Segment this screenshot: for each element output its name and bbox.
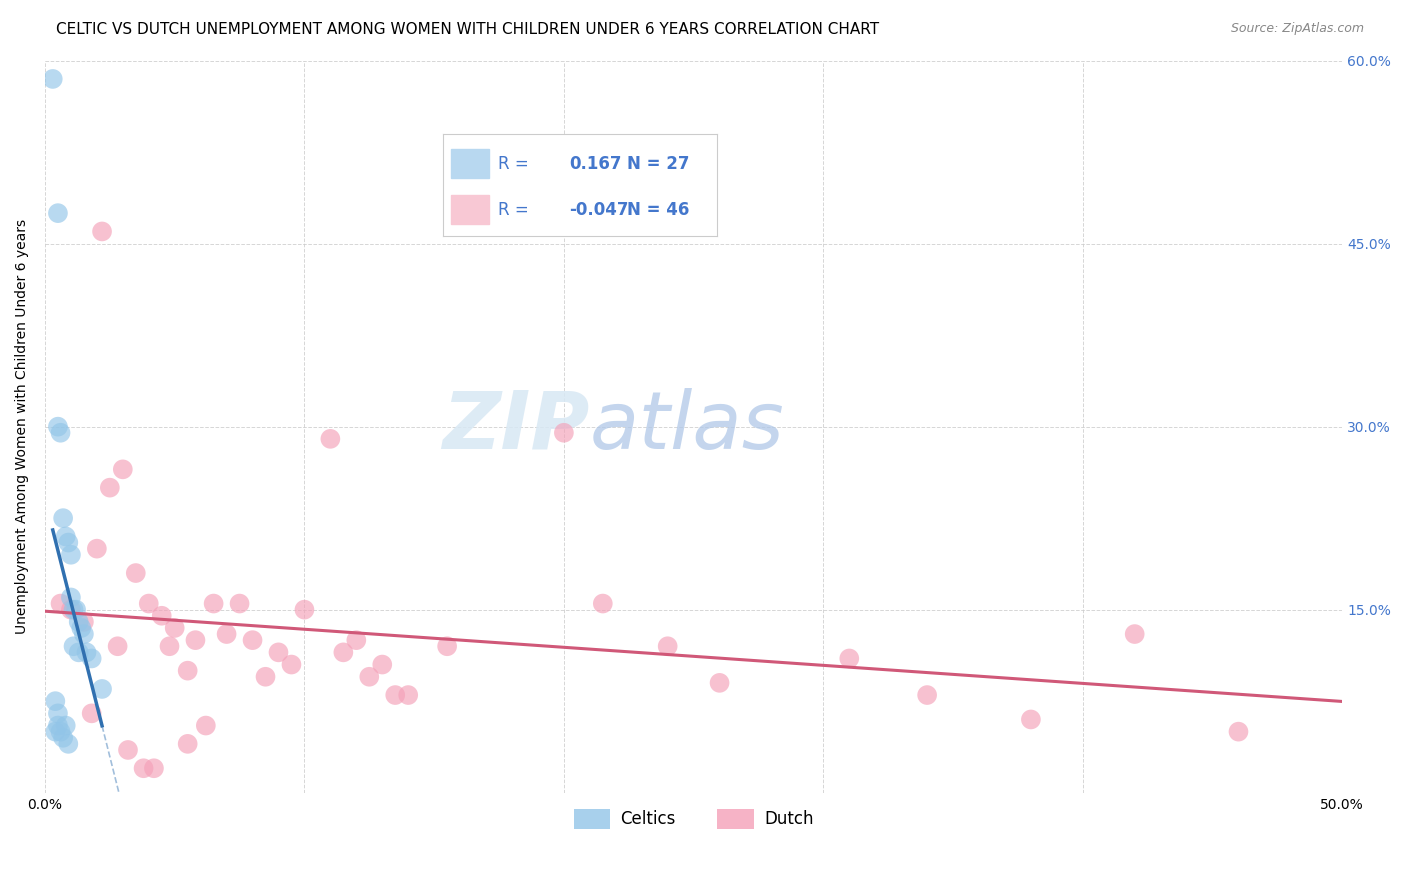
Point <box>150 608 173 623</box>
Point <box>59 591 82 605</box>
Point <box>73 627 96 641</box>
Point <box>58 737 80 751</box>
Point <box>70 621 93 635</box>
Point <box>657 639 679 653</box>
Point <box>62 602 84 616</box>
Point <box>62 639 84 653</box>
Legend: Celtics, Dutch: Celtics, Dutch <box>567 802 820 836</box>
Point <box>125 566 148 580</box>
Text: ZIP: ZIP <box>443 388 591 466</box>
Point <box>838 651 860 665</box>
Point <box>73 615 96 629</box>
Point <box>1227 724 1250 739</box>
Point <box>55 529 77 543</box>
Text: atlas: atlas <box>591 388 785 466</box>
Point <box>132 761 155 775</box>
Text: R =: R = <box>498 154 534 172</box>
Point <box>59 602 82 616</box>
Point <box>267 645 290 659</box>
Text: 0.167: 0.167 <box>569 154 621 172</box>
Point <box>46 718 69 732</box>
Point <box>436 639 458 653</box>
Point <box>44 694 66 708</box>
Point <box>44 724 66 739</box>
Point <box>58 535 80 549</box>
Point <box>159 639 181 653</box>
Point <box>91 224 114 238</box>
Point <box>80 706 103 721</box>
Point <box>254 670 277 684</box>
Point <box>46 206 69 220</box>
Point <box>371 657 394 672</box>
Point <box>138 597 160 611</box>
Point <box>359 670 381 684</box>
Point <box>294 602 316 616</box>
Point <box>280 657 302 672</box>
Text: N = 27: N = 27 <box>627 154 689 172</box>
Point <box>65 602 87 616</box>
Point <box>709 676 731 690</box>
Point <box>67 645 90 659</box>
Text: CELTIC VS DUTCH UNEMPLOYMENT AMONG WOMEN WITH CHILDREN UNDER 6 YEARS CORRELATION: CELTIC VS DUTCH UNEMPLOYMENT AMONG WOMEN… <box>56 22 879 37</box>
Text: R =: R = <box>498 201 534 219</box>
Point <box>1123 627 1146 641</box>
Point <box>176 664 198 678</box>
Point <box>111 462 134 476</box>
Point <box>49 425 72 440</box>
Point <box>215 627 238 641</box>
Point <box>332 645 354 659</box>
Bar <box>451 195 489 224</box>
Point <box>163 621 186 635</box>
Point <box>228 597 250 611</box>
Point <box>46 419 69 434</box>
Text: -0.047: -0.047 <box>569 201 628 219</box>
Text: Source: ZipAtlas.com: Source: ZipAtlas.com <box>1230 22 1364 36</box>
Point <box>86 541 108 556</box>
Point <box>107 639 129 653</box>
Point <box>55 718 77 732</box>
Point <box>319 432 342 446</box>
Point <box>59 548 82 562</box>
Point <box>80 651 103 665</box>
Point <box>592 597 614 611</box>
Point <box>76 645 98 659</box>
Text: N = 46: N = 46 <box>627 201 689 219</box>
Point <box>98 481 121 495</box>
Point <box>384 688 406 702</box>
Point <box>117 743 139 757</box>
Point <box>52 731 75 745</box>
Point <box>67 615 90 629</box>
Point <box>184 633 207 648</box>
Point <box>42 71 65 86</box>
Point <box>142 761 165 775</box>
Point <box>553 425 575 440</box>
Point <box>242 633 264 648</box>
Point <box>344 633 367 648</box>
Point <box>91 681 114 696</box>
Y-axis label: Unemployment Among Women with Children Under 6 years: Unemployment Among Women with Children U… <box>15 219 30 634</box>
Point <box>49 724 72 739</box>
Point <box>52 511 75 525</box>
Point <box>915 688 938 702</box>
Point <box>194 718 217 732</box>
Point <box>202 597 225 611</box>
Point <box>176 737 198 751</box>
Point <box>1019 713 1042 727</box>
Point <box>49 597 72 611</box>
Bar <box>451 149 489 178</box>
Point <box>46 706 69 721</box>
Point <box>396 688 419 702</box>
